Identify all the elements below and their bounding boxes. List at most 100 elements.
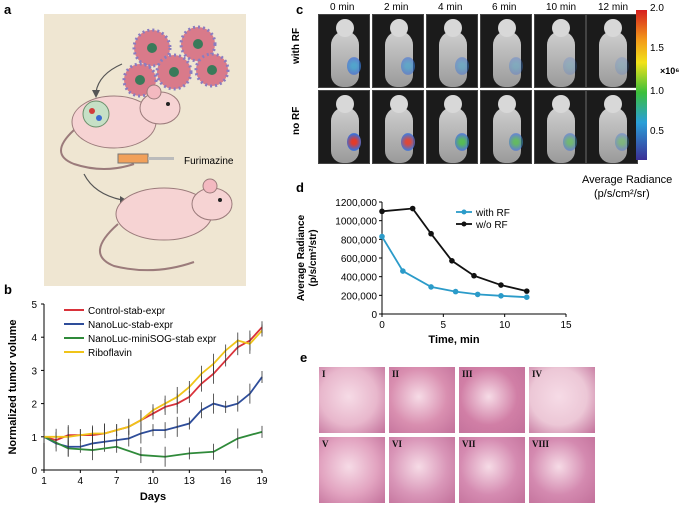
legend-marker bbox=[461, 209, 467, 215]
data-point bbox=[379, 233, 385, 240]
y-tick-label: 1 bbox=[31, 433, 37, 444]
tumor-signal bbox=[615, 133, 629, 151]
radiance-chart: 0 200,000 400,000 600,000 800,000 1000,000 120… bbox=[296, 198, 572, 346]
colorbar-tick-1.5: 1.5 bbox=[650, 43, 664, 54]
y-tick-label: 800,000 bbox=[341, 235, 378, 246]
y-tick-label: 5 bbox=[31, 300, 37, 311]
histology-image: VI bbox=[388, 436, 456, 504]
panel-a-letter: a bbox=[4, 2, 12, 17]
data-point bbox=[498, 282, 504, 288]
x-tick-label: 4 bbox=[78, 476, 84, 487]
y-tick-label: 2 bbox=[31, 400, 37, 411]
x-tick-label: 15 bbox=[560, 320, 572, 331]
histology-label: VII bbox=[462, 439, 476, 449]
legend-label: Riboflavin bbox=[88, 348, 132, 359]
histology-label: II bbox=[392, 369, 400, 379]
data-point bbox=[428, 230, 434, 237]
data-point bbox=[452, 288, 459, 295]
series-line-2 bbox=[43, 430, 263, 458]
mouse-image bbox=[426, 14, 478, 88]
tumor-signal bbox=[347, 133, 361, 151]
colorbar-tick-1.0: 1.0 bbox=[650, 86, 664, 97]
legend-label: with RF bbox=[475, 208, 510, 219]
mouse-silhouette bbox=[493, 31, 521, 87]
x-tick-label: 13 bbox=[184, 476, 196, 487]
y-tick-label: 4 bbox=[31, 333, 37, 344]
tumor-signal bbox=[401, 57, 415, 75]
mouse-top bbox=[60, 84, 181, 170]
y-tick-label: 600,000 bbox=[341, 254, 378, 265]
mouse-image bbox=[480, 14, 532, 88]
data-point bbox=[409, 205, 416, 212]
syringe bbox=[117, 153, 174, 164]
panel-c-letter: c bbox=[296, 2, 304, 17]
x-axis-label: Days bbox=[140, 491, 166, 503]
mouse-head bbox=[498, 95, 516, 113]
colorbar-unit: (p/s/cm²/sr) bbox=[594, 188, 650, 200]
tumor-signal bbox=[347, 57, 361, 75]
y-axis-label: Normalized tumor volume bbox=[7, 319, 19, 454]
mouse-image bbox=[534, 90, 586, 164]
mouse-head bbox=[604, 95, 622, 113]
y-tick-label: 400,000 bbox=[341, 273, 378, 284]
row-label-no-rf: no RF bbox=[291, 106, 302, 135]
tumor-signal bbox=[563, 133, 577, 151]
data-point bbox=[523, 294, 530, 300]
tumor-signal bbox=[455, 133, 469, 151]
y-axis-label-line2: (p/s/cm²/str) bbox=[308, 229, 319, 286]
tumor-signal bbox=[509, 57, 523, 75]
y-tick-label: 0 bbox=[31, 466, 37, 477]
mouse-silhouette bbox=[439, 31, 467, 87]
mouse-image bbox=[586, 14, 638, 88]
histology-image: IV bbox=[528, 366, 596, 434]
colorbar-title: Average Radiance bbox=[582, 174, 673, 186]
time-label: 12 min bbox=[598, 2, 629, 13]
data-point bbox=[428, 284, 434, 290]
nanoparticle-cluster bbox=[122, 25, 230, 98]
x-axis-label: Time, min bbox=[428, 334, 479, 346]
mouse-head bbox=[498, 19, 516, 37]
data-point bbox=[449, 258, 455, 264]
panel-a-schematic: Furimazine bbox=[60, 25, 234, 272]
time-label: 2 min bbox=[384, 2, 409, 13]
mouse-head bbox=[390, 19, 408, 37]
time-label: 10 min bbox=[546, 2, 577, 13]
legend-label: NanoLuc-stab-expr bbox=[88, 320, 174, 331]
histology-label: III bbox=[462, 369, 473, 379]
legend-label: Control-stab-expr bbox=[88, 306, 166, 317]
data-point bbox=[379, 208, 385, 215]
histology-image: VII bbox=[458, 436, 526, 504]
mouse-head bbox=[552, 19, 570, 37]
data-point bbox=[474, 291, 481, 298]
legend-label: NanoLuc-miniSOG-stab expr bbox=[88, 334, 217, 345]
drug-label: Furimazine bbox=[184, 156, 234, 167]
mouse-silhouette bbox=[599, 31, 627, 87]
histology-image: V bbox=[318, 436, 386, 504]
mouse-image bbox=[372, 14, 424, 88]
x-tick-label: 1 bbox=[41, 476, 47, 487]
x-tick-label: 19 bbox=[256, 476, 268, 487]
histology-label: VI bbox=[392, 439, 403, 449]
time-label: 6 min bbox=[492, 2, 517, 13]
tumor-signal bbox=[455, 57, 469, 75]
data-point bbox=[498, 293, 504, 299]
colorbar-multiplier: ×10⁶ bbox=[660, 66, 680, 76]
tumor-signal bbox=[615, 57, 629, 75]
colorbar bbox=[636, 10, 647, 160]
histology-label: VIII bbox=[532, 439, 550, 449]
legend-marker bbox=[461, 221, 467, 227]
mouse-head bbox=[604, 19, 622, 37]
time-label: 0 min bbox=[330, 2, 355, 13]
x-tick-label: 10 bbox=[499, 320, 511, 331]
y-axis-label-line1: Average Radiance bbox=[296, 214, 307, 301]
histology-image: I bbox=[318, 366, 386, 434]
mouse-head bbox=[444, 19, 462, 37]
x-tick-label: 0 bbox=[379, 320, 385, 331]
y-tick-label: 200,000 bbox=[341, 291, 378, 302]
colorbar-tick-0.5: 0.5 bbox=[650, 126, 664, 137]
x-tick-label: 5 bbox=[441, 320, 447, 331]
y-tick-label: 1200,000 bbox=[335, 198, 377, 209]
histology-image: II bbox=[388, 366, 456, 434]
mouse-head bbox=[390, 95, 408, 113]
